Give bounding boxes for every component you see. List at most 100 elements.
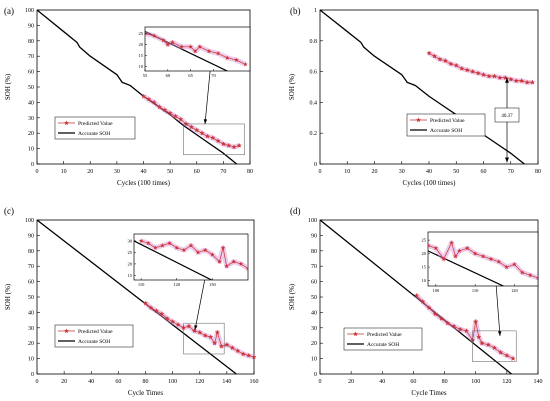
- data-point-marker: [141, 93, 146, 99]
- y-tick-label: 100: [25, 8, 34, 14]
- x-axis-label: Cycle Times: [128, 389, 163, 397]
- zoom-region-box: [183, 322, 225, 355]
- data-point-marker: [231, 259, 237, 264]
- x-tick-label: 30: [114, 169, 120, 175]
- inset-y-tick-label: 20: [128, 261, 133, 266]
- inset-x-tick-label: 110: [472, 288, 479, 293]
- inset-y-tick-label: 25: [139, 31, 144, 36]
- inset-x-tick-label: 100: [432, 288, 440, 293]
- accurate-soh-line: [319, 9, 525, 165]
- data-point-marker: [146, 96, 152, 102]
- legend-predicted-label: Predicted Value: [430, 118, 465, 124]
- data-point-marker: [236, 142, 242, 148]
- data-point-marker: [172, 113, 178, 119]
- y-axis-label: SOH (%): [288, 73, 296, 100]
- y-tick-label: 0: [31, 372, 34, 378]
- data-point-marker: [445, 320, 451, 326]
- data-point-marker: [441, 256, 446, 261]
- y-tick-label: 0: [314, 372, 317, 378]
- y-axis-label: SOH (%): [288, 283, 296, 310]
- y-tick-label: 10: [28, 357, 34, 363]
- predicted-value-line: [145, 302, 255, 358]
- data-point-marker: [170, 319, 176, 324]
- data-point-marker: [220, 245, 226, 250]
- data-point-marker: [178, 116, 184, 122]
- panel-label: (c): [4, 206, 14, 216]
- y-tick-label: 10: [311, 357, 317, 363]
- arrow-head: [505, 157, 509, 163]
- data-point-marker: [202, 332, 208, 338]
- x-tick-label: 140: [222, 379, 231, 385]
- data-point-marker: [197, 44, 203, 49]
- inset-y-tick-label: 10: [139, 64, 144, 69]
- inset-frame: [133, 233, 249, 281]
- data-point-marker: [502, 75, 508, 80]
- data-point-marker: [170, 40, 175, 45]
- data-point-marker: [206, 48, 212, 54]
- data-point-marker: [143, 300, 148, 306]
- data-point-marker: [64, 328, 69, 334]
- inset-y-tick-label: 15: [128, 273, 133, 278]
- x-tick-label: 60: [481, 169, 487, 175]
- arrow-head: [497, 331, 502, 336]
- data-point-marker: [488, 256, 494, 261]
- x-tick-label: 0: [36, 379, 39, 385]
- data-point-marker: [243, 62, 248, 67]
- x-tick-label: 50: [453, 169, 459, 175]
- y-tick-label: 20: [311, 341, 317, 347]
- y-tick-label: 20: [28, 341, 34, 347]
- inset-y-tick-label: 15: [139, 53, 144, 58]
- x-tick-label: 120: [195, 379, 204, 385]
- inset-y-tick-label: 30: [128, 238, 133, 243]
- inset-arrow: [204, 70, 211, 125]
- x-tick-label: 60: [410, 379, 416, 385]
- data-point-marker: [217, 259, 222, 264]
- data-point-marker: [194, 127, 200, 133]
- x-tick-label: 100: [168, 379, 177, 385]
- legend-predicted-label: Predicted Value: [367, 332, 402, 338]
- data-point-marker: [165, 42, 171, 47]
- data-point-marker: [475, 70, 481, 76]
- data-point-marker: [245, 266, 248, 271]
- data-point-marker: [473, 319, 479, 324]
- data-point-marker: [512, 262, 517, 267]
- data-point-marker: [238, 261, 244, 266]
- data-point-marker: [426, 50, 432, 56]
- y-tick-label: 30: [311, 326, 317, 332]
- accurate-soh-line: [36, 9, 238, 165]
- y-tick-label: 90: [311, 233, 317, 239]
- inset-y-tick-label: 20: [139, 42, 144, 47]
- x-tick-label: 30: [399, 169, 405, 175]
- data-point-marker: [491, 345, 497, 350]
- data-point-marker: [224, 263, 229, 269]
- y-tick-label: 0.2: [310, 131, 318, 137]
- x-tick-label: 10: [61, 169, 67, 175]
- y-tick-label: 0: [314, 162, 317, 168]
- data-point-marker: [535, 275, 538, 280]
- data-point-marker: [197, 329, 203, 335]
- data-point-marker: [234, 57, 239, 62]
- data-point-marker: [174, 245, 180, 250]
- x-tick-label: 40: [379, 379, 385, 385]
- inset-x-tick-label: 120: [173, 282, 181, 287]
- legend-accurate-label: Accurate SOH: [78, 131, 110, 137]
- x-tick-label: 80: [247, 169, 253, 175]
- data-point-marker: [428, 243, 431, 248]
- x-tick-label: 0: [319, 379, 322, 385]
- arrow-head: [203, 119, 208, 124]
- data-point-marker: [504, 352, 510, 358]
- data-point-marker: [226, 142, 232, 148]
- x-tick-label: 20: [87, 169, 93, 175]
- data-point-marker: [459, 65, 465, 71]
- data-point-marker: [438, 315, 444, 321]
- inset-series: [428, 240, 538, 286]
- data-point-marker: [220, 141, 226, 147]
- x-tick-label: 50: [167, 169, 173, 175]
- x-tick-label: 80: [143, 379, 149, 385]
- data-point-marker: [510, 356, 516, 361]
- inset-x-tick-label: 130: [209, 282, 217, 287]
- data-point-marker: [153, 245, 158, 250]
- data-point-marker: [472, 251, 478, 256]
- data-point-marker: [188, 124, 194, 130]
- data-point-marker: [513, 78, 519, 83]
